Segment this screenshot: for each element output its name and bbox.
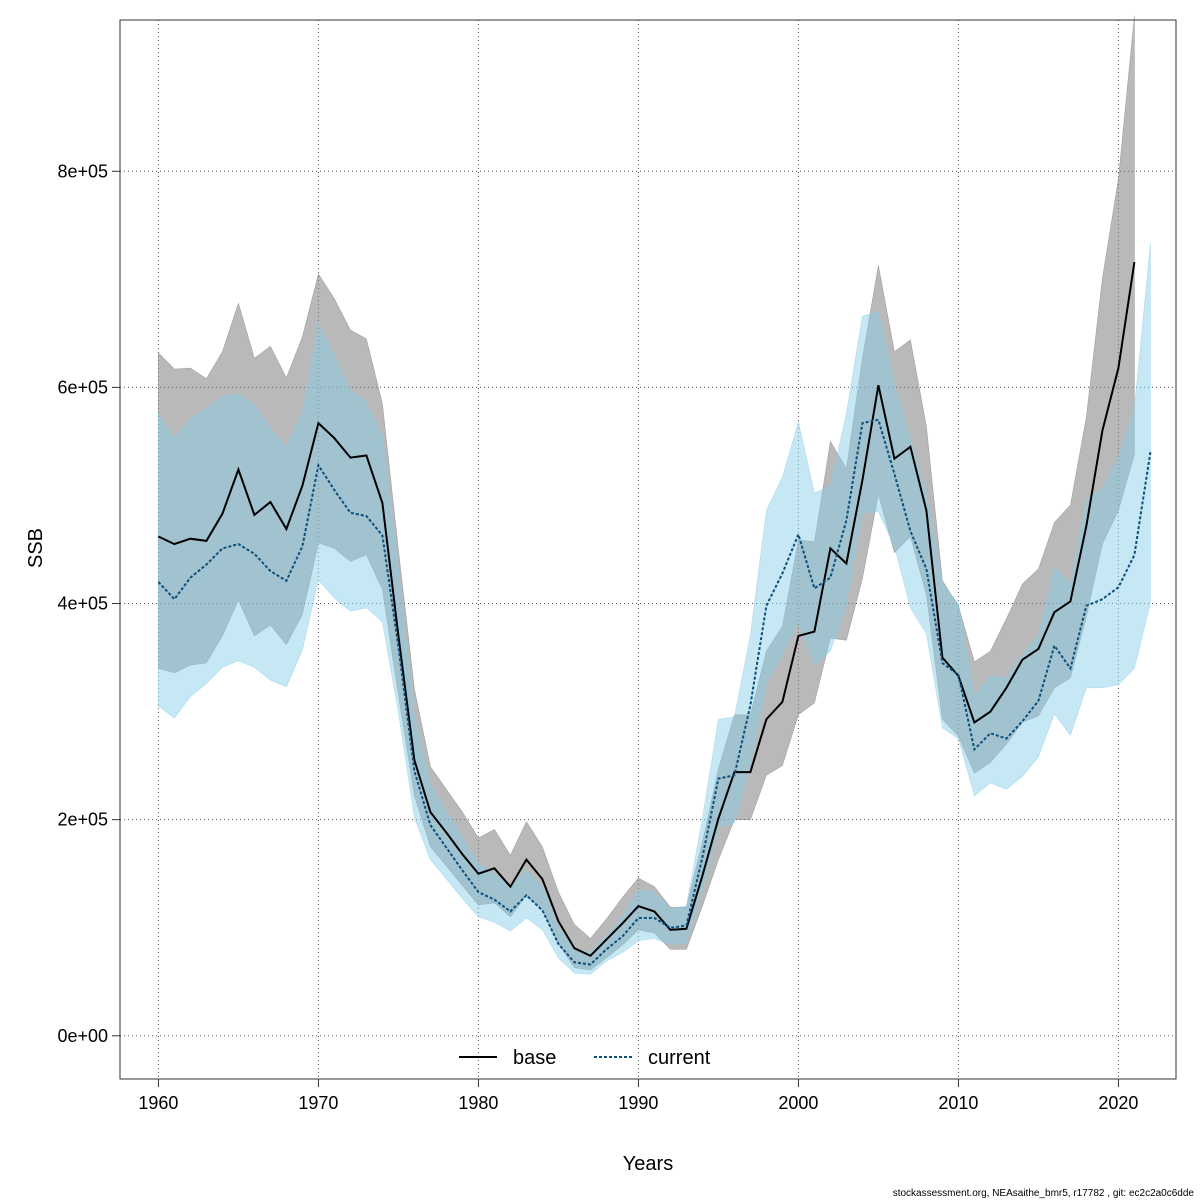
y-tick-label: 0e+00	[57, 1026, 108, 1046]
series-line-base	[157, 261, 1136, 958]
x-axis-title: Years	[623, 1153, 673, 1175]
y-axis-title: SSB	[25, 528, 47, 568]
x-tick-label: 1970	[298, 1093, 338, 1113]
legend-label-current: current	[648, 1047, 711, 1069]
x-axis: 1960 1970 1980 1990 2000 2010 2020	[138, 1078, 1138, 1113]
legend-label-base: base	[513, 1047, 556, 1069]
x-tick-label: 1990	[618, 1093, 658, 1113]
x-tick-label: 2000	[778, 1093, 818, 1113]
y-tick-label: 4e+05	[57, 594, 108, 614]
series-line-current	[157, 418, 1152, 966]
y-tick-label: 8e+05	[57, 161, 108, 181]
y-tick-label: 6e+05	[57, 377, 108, 397]
x-tick-label: 2010	[938, 1093, 978, 1113]
footer-credit: stockassessment.org, NEAsaithe_bmr5, r17…	[893, 1188, 1195, 1199]
y-axis: 0e+00 2e+05 4e+05 6e+05 8e+05	[57, 161, 120, 1046]
confidence-band-current	[158, 243, 1151, 975]
x-tick-label: 1960	[138, 1093, 178, 1113]
x-tick-label: 2020	[1098, 1093, 1138, 1113]
x-tick-label: 1980	[458, 1093, 498, 1113]
y-tick-label: 2e+05	[57, 810, 108, 830]
legend: base current	[459, 1047, 711, 1069]
confidence-bands	[158, 15, 1151, 975]
series-lines	[157, 261, 1152, 966]
confidence-band-base	[158, 15, 1135, 971]
